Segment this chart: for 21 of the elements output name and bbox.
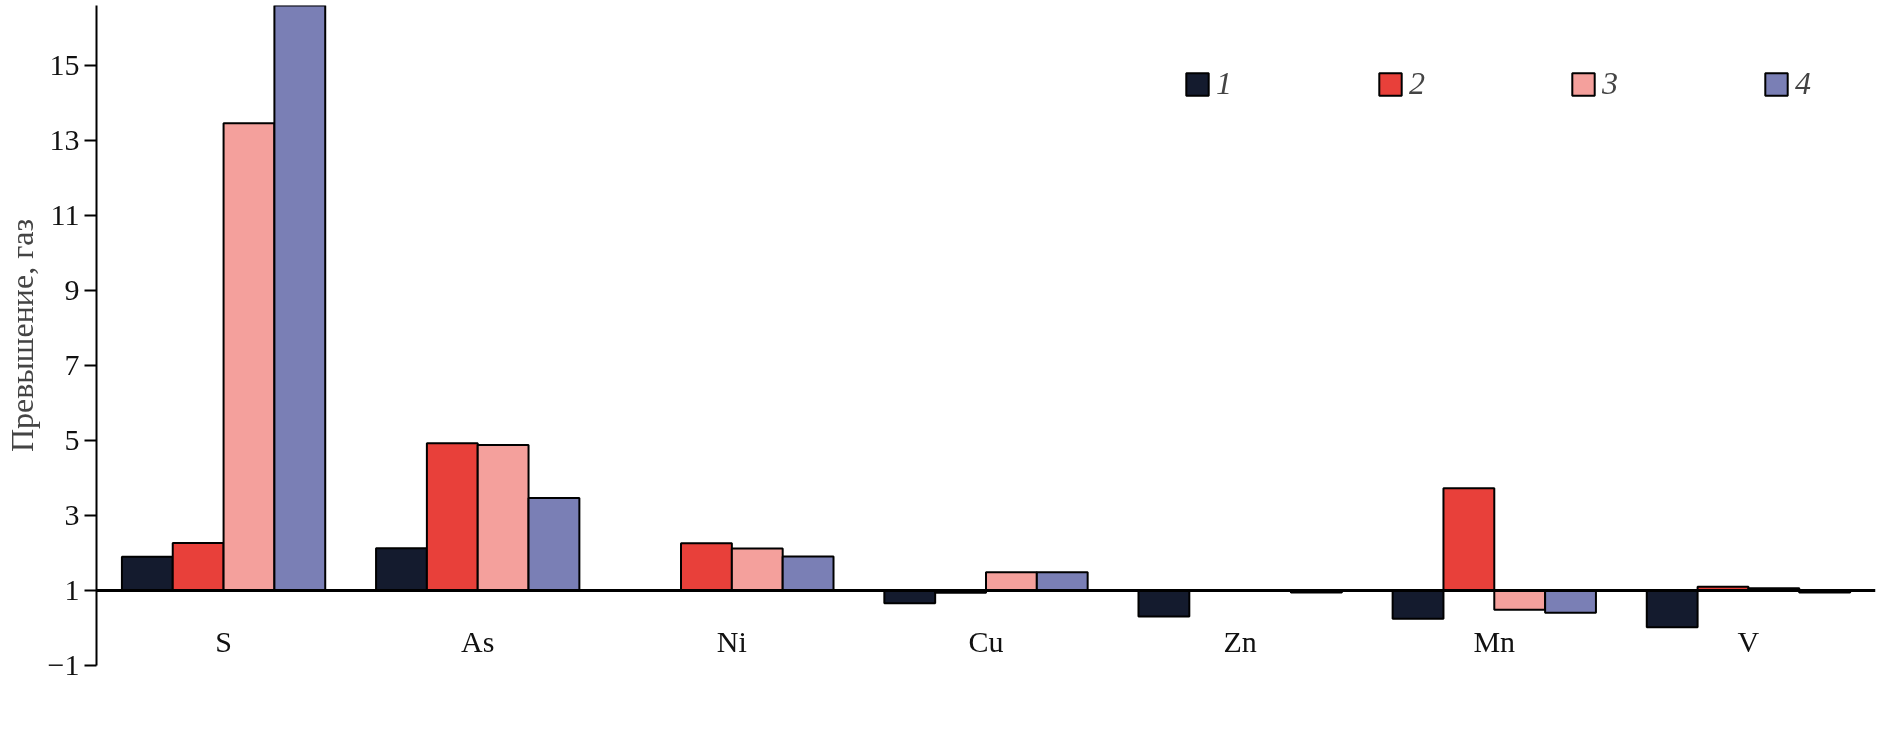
legend-label: 4 (1795, 65, 1812, 102)
x-tick-label: V (1737, 624, 1760, 658)
y-tick-label: 15 (49, 48, 80, 81)
x-tick-label: Mn (1473, 624, 1516, 658)
y-tick-label: 3 (64, 498, 80, 531)
legend-label: 1 (1216, 65, 1233, 102)
x-tick-label: Zn (1223, 624, 1257, 658)
y-tick-label: 13 (49, 123, 80, 156)
y-tick-label: −1 (47, 648, 80, 681)
y-tick-label: 1 (64, 573, 80, 606)
x-tick-label: Ni (716, 624, 747, 658)
legend-label: 2 (1409, 65, 1426, 102)
x-tick-label: As (461, 624, 495, 658)
y-tick-label: 7 (64, 348, 80, 381)
x-tick-label: S (215, 624, 232, 658)
y-tick-label: 9 (64, 273, 80, 306)
legend-label: 3 (1602, 65, 1619, 102)
y-tick-label: 11 (50, 198, 80, 231)
x-tick-label: Cu (968, 624, 1004, 658)
y-axis-title: Превышение, газ (3, 218, 40, 453)
y-tick-label: 5 (64, 423, 80, 456)
